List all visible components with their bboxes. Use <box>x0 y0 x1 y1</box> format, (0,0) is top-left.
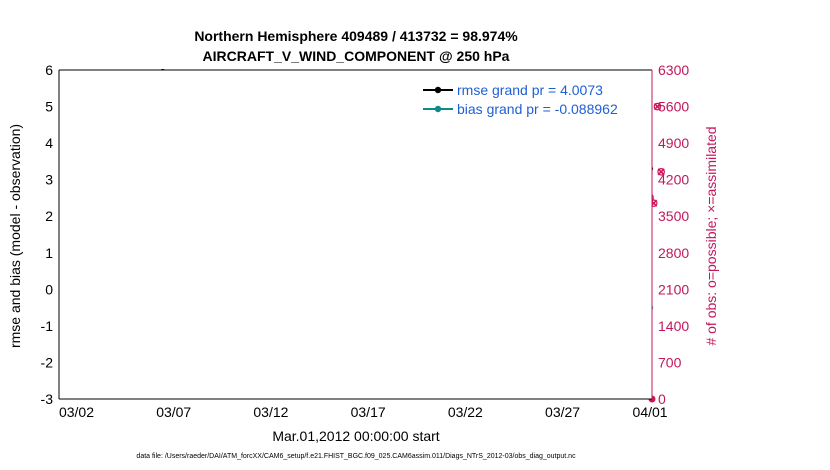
legend-rmse-label: rmse grand pr = 4.0073 <box>457 82 603 98</box>
x-tick-label: 03/17 <box>351 404 386 420</box>
legend-rmse-marker <box>434 86 442 94</box>
y-axis-left: -3 -2 -1 0 1 2 3 4 5 6 <box>41 62 64 407</box>
y-right-tick-label: 2800 <box>658 245 689 261</box>
x-tick-label: 03/07 <box>156 404 191 420</box>
x-tick-label: 03/27 <box>545 404 580 420</box>
y-axis-left-label: rmse and bias (model - observation) <box>7 124 23 348</box>
obs-assimilated-marker <box>653 102 662 111</box>
y-left-tick-label: -3 <box>41 391 54 407</box>
legend-bias-label: bias grand pr = -0.088962 <box>457 101 618 117</box>
y-left-tick-label: 1 <box>45 245 53 261</box>
x-tick-label: 03/12 <box>253 404 288 420</box>
obs-possible-marker <box>657 168 665 176</box>
y-right-tick-label: 700 <box>658 354 682 370</box>
obs-assimilated-stroke <box>657 168 665 176</box>
obs-assimilated-stroke <box>653 102 662 111</box>
y-right-tick-label: 0 <box>658 391 666 407</box>
y-right-tick-label: 5600 <box>658 99 689 115</box>
y-left-tick-label: -2 <box>41 354 54 370</box>
plot-area <box>58 69 653 400</box>
legend-bias-marker <box>434 105 442 113</box>
y-right-tick-label: 1400 <box>658 318 689 334</box>
y-axis-right: 0 700 1400 2100 2800 3500 4200 4900 5600 6300 <box>647 62 689 407</box>
chart-title-line1: Northern Hemisphere 409489 / 413732 = 98… <box>194 28 518 44</box>
y-left-tick-label: 0 <box>45 281 53 297</box>
legend: rmse grand pr = 4.0073 bias grand pr = -… <box>423 82 618 117</box>
obs-possible-marker <box>653 102 662 111</box>
y-right-tick-label: 2100 <box>658 281 689 297</box>
chart-title-line2: AIRCRAFT_V_WIND_COMPONENT @ 250 hPa <box>203 48 510 64</box>
plot-background <box>59 70 652 399</box>
footer-data-file: data file: /Users/raeder/DAI/ATM_forcXX/… <box>136 453 576 460</box>
y-right-tick-label: 4900 <box>658 135 689 151</box>
x-tick-label: 04/01 <box>633 404 668 420</box>
y-left-tick-label: 5 <box>45 99 53 115</box>
x-tick-label: 03/02 <box>59 404 94 420</box>
y-left-tick-label: 6 <box>45 62 53 78</box>
y-right-tick-label: 6300 <box>658 62 689 78</box>
x-axis-label: Mar.01,2012 00:00:00 start <box>272 428 439 444</box>
y-right-tick-label: 4200 <box>658 172 689 188</box>
obs-assimilated-marker <box>657 168 665 176</box>
y-right-tick-label: 3500 <box>658 208 689 224</box>
x-axis: 03/02 03/07 03/12 03/17 03/22 03/27 04/01 <box>59 70 668 420</box>
y-left-tick-label: 4 <box>45 135 53 151</box>
y-axis-right-label: # of obs: o=possible; ×=assimilated <box>703 126 719 345</box>
y-left-tick-label: 2 <box>45 208 53 224</box>
x-tick-label: 03/22 <box>448 404 483 420</box>
y-left-tick-label: 3 <box>45 172 53 188</box>
y-left-tick-label: -1 <box>41 318 54 334</box>
